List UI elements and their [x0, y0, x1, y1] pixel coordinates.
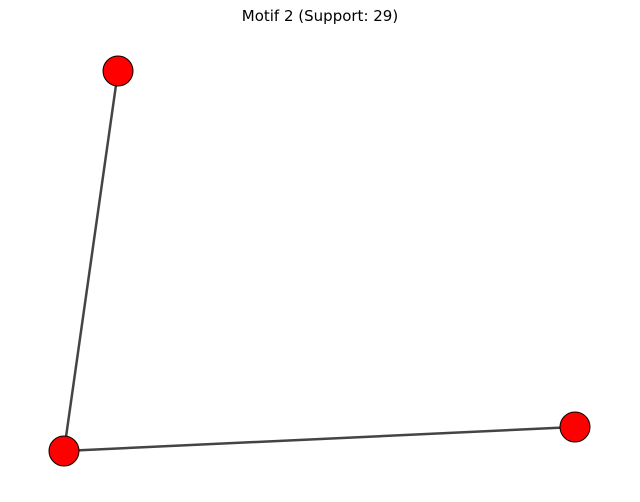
graph-edge-n2-n3: [63, 425, 576, 453]
graph-edge-n1-n2: [62, 70, 120, 452]
node-layer: [48, 55, 591, 467]
graph-node-n3: [559, 411, 591, 443]
graph-node-n2: [48, 435, 80, 467]
figure-title: Motif 2 (Support: 29): [241, 7, 399, 25]
graph-node-n1: [102, 55, 134, 87]
edge-layer: [62, 70, 576, 453]
